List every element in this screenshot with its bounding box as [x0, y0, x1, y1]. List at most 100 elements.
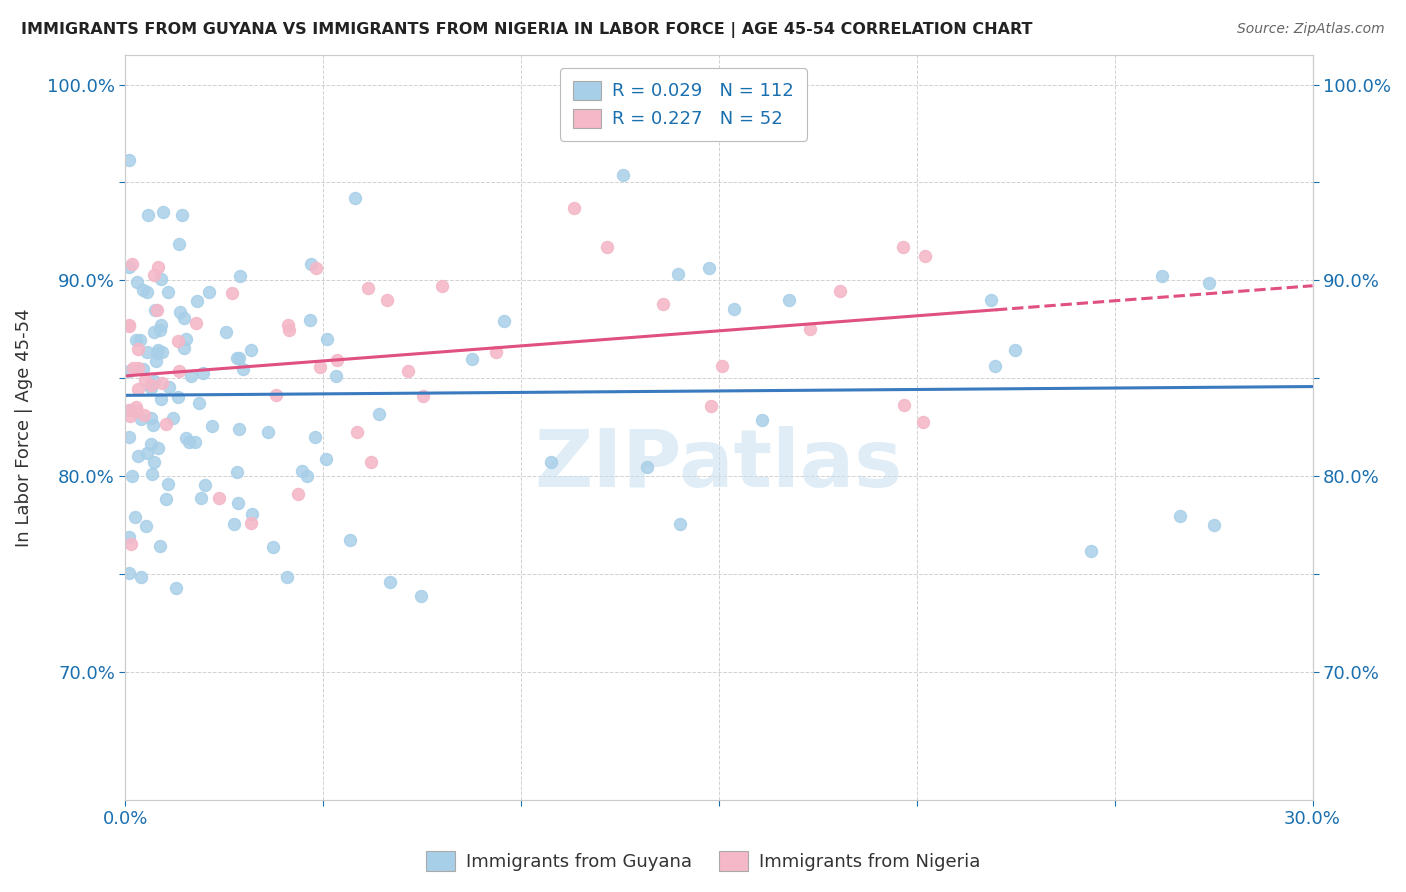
- Point: [125, 403, 148, 417]
- Point: [131, 412, 153, 426]
- Point: [139, 381, 162, 395]
- Point: [142, 268, 165, 282]
- Point: [141, 467, 163, 481]
- Point: [149, 318, 172, 332]
- Point: [124, 509, 146, 524]
- Point: [287, 486, 309, 500]
- Point: [1150, 268, 1173, 283]
- Point: [1168, 508, 1191, 523]
- Point: [700, 400, 723, 414]
- Point: [222, 516, 245, 531]
- Point: [136, 285, 159, 299]
- Point: [343, 191, 366, 205]
- Point: [188, 395, 211, 409]
- Point: [121, 469, 143, 483]
- Point: [139, 378, 162, 392]
- Point: [668, 516, 690, 531]
- Point: [169, 237, 191, 252]
- Point: [278, 323, 301, 337]
- Point: [325, 369, 347, 384]
- Point: [134, 373, 156, 387]
- Point: [122, 360, 145, 375]
- Point: [242, 508, 264, 522]
- Point: [215, 325, 238, 339]
- Point: [139, 437, 162, 451]
- Point: [232, 362, 254, 376]
- Point: [124, 400, 146, 414]
- Point: [304, 430, 326, 444]
- Point: [485, 344, 508, 359]
- Point: [299, 313, 322, 327]
- Point: [316, 333, 339, 347]
- Point: [156, 285, 179, 299]
- Point: [155, 492, 177, 507]
- Point: [142, 325, 165, 339]
- Point: [697, 260, 720, 275]
- Point: [118, 403, 141, 417]
- Point: [146, 303, 169, 318]
- Point: [1202, 518, 1225, 533]
- Point: [367, 407, 389, 421]
- Point: [143, 303, 166, 318]
- Legend: R = 0.029   N = 112, R = 0.227   N = 52: R = 0.029 N = 112, R = 0.227 N = 52: [560, 68, 807, 141]
- Point: [228, 268, 250, 283]
- Point: [165, 582, 187, 596]
- Point: [893, 398, 915, 412]
- Point: [118, 153, 141, 167]
- Point: [169, 305, 191, 319]
- Point: [146, 346, 169, 360]
- Point: [162, 411, 184, 425]
- Point: [146, 260, 169, 274]
- Point: [135, 519, 157, 533]
- Point: [127, 360, 149, 375]
- Point: [170, 208, 193, 222]
- Point: [125, 333, 148, 347]
- Point: [166, 390, 188, 404]
- Y-axis label: In Labor Force | Age 45-54: In Labor Force | Age 45-54: [15, 308, 32, 547]
- Point: [912, 415, 935, 429]
- Point: [396, 364, 419, 378]
- Point: [612, 168, 634, 182]
- Point: [226, 496, 249, 510]
- Point: [461, 351, 484, 366]
- Point: [914, 249, 936, 263]
- Point: [149, 323, 172, 337]
- Point: [118, 530, 141, 544]
- Point: [180, 369, 202, 384]
- Point: [360, 454, 382, 468]
- Point: [141, 410, 163, 425]
- Point: [375, 293, 398, 307]
- Point: [186, 293, 208, 308]
- Point: [751, 413, 773, 427]
- Point: [186, 316, 208, 330]
- Text: IMMIGRANTS FROM GUYANA VS IMMIGRANTS FROM NIGERIA IN LABOR FORCE | AGE 45-54 COR: IMMIGRANTS FROM GUYANA VS IMMIGRANTS FRO…: [21, 22, 1032, 38]
- Point: [149, 271, 172, 285]
- Point: [225, 351, 247, 366]
- Point: [156, 477, 179, 491]
- Point: [129, 334, 152, 348]
- Point: [184, 435, 207, 450]
- Point: [136, 208, 159, 222]
- Point: [118, 430, 141, 444]
- Point: [136, 344, 159, 359]
- Point: [291, 465, 314, 479]
- Point: [262, 540, 284, 554]
- Point: [142, 417, 165, 432]
- Point: [142, 374, 165, 388]
- Point: [145, 354, 167, 368]
- Point: [562, 201, 585, 215]
- Point: [228, 351, 250, 366]
- Point: [1080, 544, 1102, 558]
- Point: [148, 441, 170, 455]
- Legend: Immigrants from Guyana, Immigrants from Nigeria: Immigrants from Guyana, Immigrants from …: [419, 844, 987, 879]
- Point: [984, 359, 1007, 373]
- Point: [276, 570, 298, 584]
- Point: [710, 359, 733, 374]
- Point: [299, 257, 322, 271]
- Point: [118, 318, 141, 333]
- Point: [256, 425, 278, 440]
- Point: [173, 311, 195, 326]
- Point: [636, 459, 658, 474]
- Point: [778, 293, 800, 308]
- Point: [357, 281, 380, 295]
